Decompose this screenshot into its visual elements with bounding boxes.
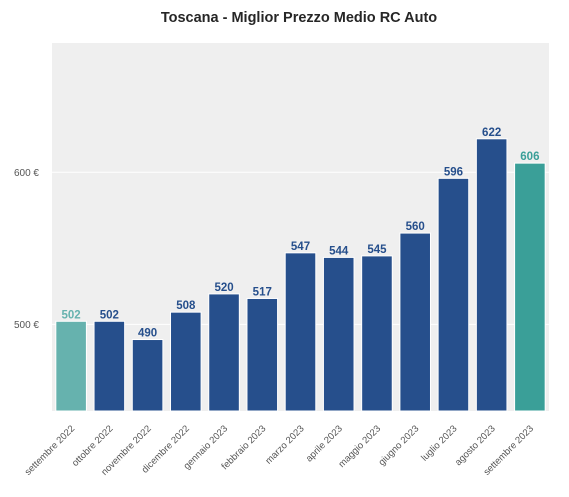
bar <box>475 138 508 412</box>
bar <box>246 297 279 412</box>
bar <box>322 256 355 412</box>
x-tick-label: aprile 2023 <box>304 423 345 464</box>
value-label: 596 <box>444 166 463 178</box>
value-label: 490 <box>138 328 157 340</box>
value-label: 544 <box>329 245 349 257</box>
bar <box>208 293 240 412</box>
x-tick-label: luglio 2023 <box>419 423 459 463</box>
value-label: 508 <box>176 300 196 312</box>
value-label: 622 <box>482 127 501 139</box>
value-label: 520 <box>214 282 233 294</box>
value-label: 502 <box>62 309 81 321</box>
value-label: 517 <box>253 286 272 298</box>
value-label: 502 <box>100 309 119 321</box>
value-label: 560 <box>406 221 425 233</box>
value-label: 606 <box>520 151 539 163</box>
y-tick-label: 500 € <box>14 320 39 331</box>
bars <box>55 138 546 412</box>
bar <box>437 177 470 412</box>
x-tick-label: giugno 2023 <box>377 423 422 468</box>
bar <box>361 255 393 412</box>
bar <box>131 339 164 412</box>
chart-title: Toscana - Miglior Prezzo Medio RC Auto <box>161 10 437 26</box>
bar <box>399 232 431 412</box>
y-tick-label: 600 € <box>14 168 39 179</box>
x-tick-label: marzo 2023 <box>263 423 306 466</box>
bar <box>514 162 546 412</box>
bar <box>170 311 202 412</box>
x-tick-label: settembre 2022 <box>23 423 77 477</box>
value-label: 547 <box>291 241 310 253</box>
bar <box>55 320 87 412</box>
bar <box>284 252 317 412</box>
y-axis-ticks: 500 € 600 € <box>14 168 39 331</box>
bar <box>93 320 126 412</box>
value-label: 545 <box>367 244 387 256</box>
value-labels: 502 502 490 508 520 517 547 544 545 560 596 622 606 <box>62 127 540 340</box>
